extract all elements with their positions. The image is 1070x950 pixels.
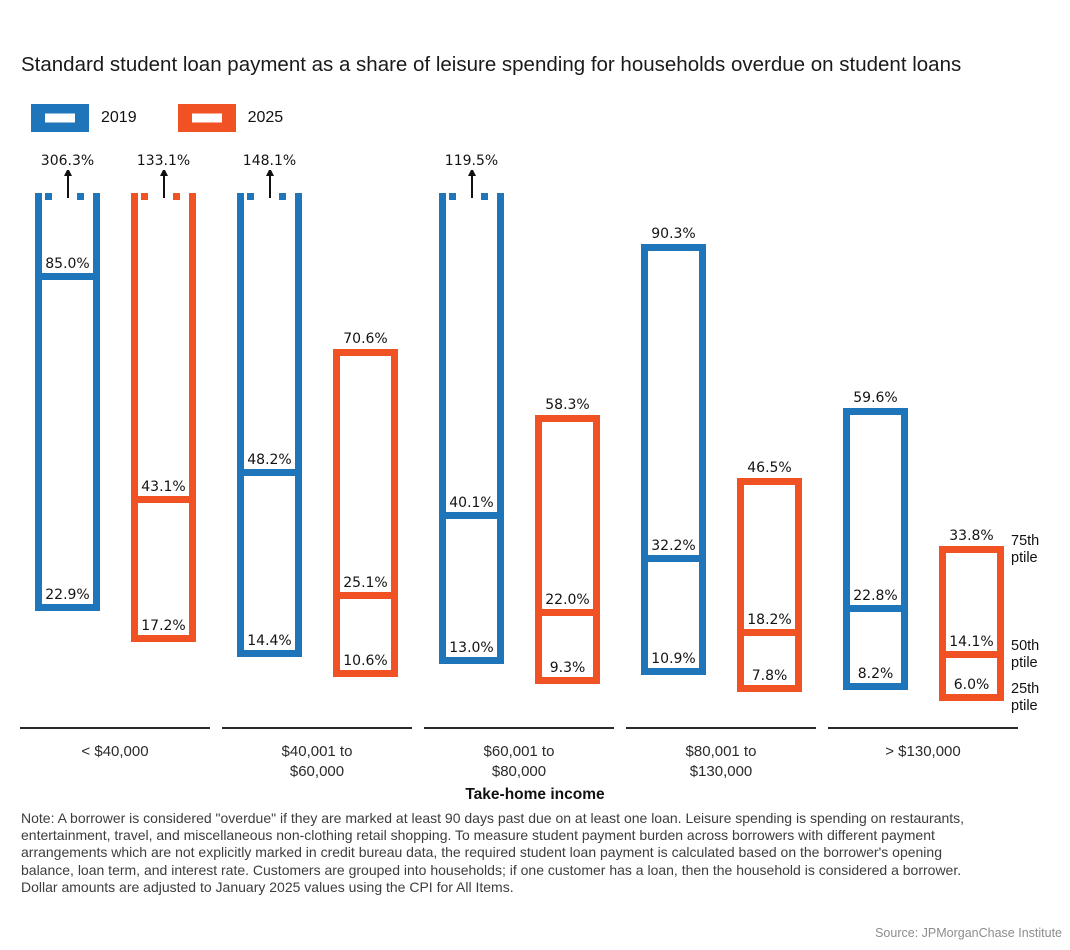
category-label-group-2: $40,001 to $60,000 [281, 743, 353, 780]
p75-value-label: 119.5% [442, 152, 501, 170]
median-line [744, 629, 795, 637]
category-label-group-3: $60,001 to $80,000 [483, 743, 555, 780]
p50-value-label: 32.2% [649, 536, 698, 555]
bar-2019-group-2: 148.1% 48.2% 14.4% [237, 152, 302, 657]
category-label-group-4: $80,001 to $130,000 [685, 743, 757, 780]
p50-value-label: 14.1% [947, 633, 996, 652]
p25-value-label: 22.9% [43, 586, 92, 605]
up-arrow-stem [162, 175, 165, 198]
category-label-group-5: > $130,000 [885, 743, 961, 760]
p25-value-label: 14.4% [245, 631, 294, 650]
p50-value-label: 43.1% [139, 478, 188, 497]
p50-value-label: 48.2% [245, 451, 294, 470]
up-arrow-head [467, 168, 476, 176]
footnote-line: Note: A borrower is considered "overdue"… [21, 810, 965, 826]
median-line [42, 272, 93, 280]
p25-value-label: 6.0% [951, 676, 992, 695]
footnote-line: balance, loan term, and interest rate. C… [21, 861, 962, 878]
bar-2025-group-3: 58.3% 22.0% 9.3% [535, 396, 600, 684]
footnote: Note: A borrower is considered "overdue"… [21, 810, 1064, 896]
footnote-line: Dollar amounts are adjusted to January 2… [21, 878, 514, 895]
p50-value-label: 40.1% [447, 494, 496, 513]
bar-2019-group-5: 59.6% 22.8% 8.2% [843, 389, 908, 690]
up-arrow-icon [155, 166, 172, 202]
p25-value-label: 9.3% [547, 658, 588, 677]
p25-value-label: 10.6% [341, 651, 390, 670]
category-label-group-1: < $40,000 [81, 743, 149, 760]
bar-2025-group-1: 133.1% 43.1% 17.2% [131, 152, 196, 642]
bar-2025-group-4: 46.5% 18.2% 7.8% [737, 459, 802, 692]
up-arrow-head [265, 168, 274, 176]
p50-value-label: 22.8% [851, 586, 900, 605]
up-arrow-head [63, 168, 72, 176]
ptile-label-75th: 75th ptile [1011, 532, 1040, 566]
median-line [340, 592, 391, 600]
axis-line-group-4 [626, 727, 816, 729]
p25-value-label: 17.2% [139, 616, 188, 635]
footnote-line: arrangements which are not explicitly ma… [21, 844, 942, 861]
legend: 2019 2025 [31, 104, 283, 132]
up-arrow-stem [66, 175, 69, 198]
p75-value-label: 70.6% [341, 330, 390, 349]
legend-swatch-median-bar [45, 113, 75, 123]
axis-line-group-3 [424, 727, 614, 729]
axis-line-group-2 [222, 727, 412, 729]
median-line [850, 604, 901, 612]
bar-2025-group-2: 70.6% 25.1% 10.6% [333, 330, 398, 677]
p75-value-label: 59.6% [851, 389, 900, 408]
axis-line-group-5 [828, 727, 1018, 729]
bar-2019-group-1: 306.3% 85.0% 22.9% [35, 152, 100, 612]
median-line [138, 496, 189, 504]
ptile-label-25th: 25th ptile [1011, 680, 1040, 714]
p50-value-label: 85.0% [43, 254, 92, 273]
ptile-label-50th: 50th ptile [1011, 637, 1040, 671]
median-line [446, 512, 497, 520]
chart-title: Standard student loan payment as a share… [21, 53, 962, 76]
p25-value-label: 7.8% [749, 666, 790, 685]
up-arrow-head [159, 168, 168, 176]
legend-label-2019: 2019 [101, 109, 137, 126]
footnote-line: entertainment, travel, and miscellaneous… [21, 827, 935, 844]
p75-value-label: 90.3% [649, 225, 698, 244]
up-arrow-icon [261, 166, 278, 202]
bar-2019-group-4: 90.3% 32.2% 10.9% [641, 225, 706, 676]
up-arrow-stem [268, 175, 271, 198]
legend-label-2025: 2025 [247, 109, 284, 126]
p25-value-label: 8.2% [855, 664, 896, 683]
x-axis-title: Take-home income [465, 786, 605, 803]
legend-swatch-2025 [177, 104, 236, 132]
p50-value-label: 22.0% [543, 591, 592, 609]
p50-value-label: 18.2% [745, 611, 794, 630]
p75-value-label: 133.1% [134, 152, 193, 170]
p75-value-label: 46.5% [745, 459, 794, 478]
source-credit: Source: JPMorganChase Institute [875, 926, 1062, 940]
legend-swatch-2019 [31, 104, 89, 132]
legend-swatch-median-bar [191, 113, 222, 123]
up-arrow-icon [463, 166, 480, 202]
axis-line-group-1 [20, 727, 210, 729]
up-arrow-stem [470, 175, 473, 198]
median-line [542, 609, 593, 616]
p75-value-label: 58.3% [543, 396, 592, 415]
up-arrow-icon [59, 166, 76, 202]
p25-value-label: 10.9% [649, 650, 698, 669]
median-line [648, 554, 699, 562]
median-line [946, 651, 997, 659]
p75-value-label: 306.3% [38, 152, 97, 170]
p50-value-label: 25.1% [341, 574, 390, 593]
p25-value-label: 13.0% [447, 639, 496, 658]
bar-2025-group-5: 33.8% 14.1% 6.0% [939, 527, 1004, 702]
median-line [244, 469, 295, 477]
p75-value-label: 148.1% [240, 152, 299, 170]
p75-value-label: 33.8% [947, 527, 996, 545]
bar-2019-group-3: 119.5% 40.1% 13.0% [439, 152, 504, 665]
